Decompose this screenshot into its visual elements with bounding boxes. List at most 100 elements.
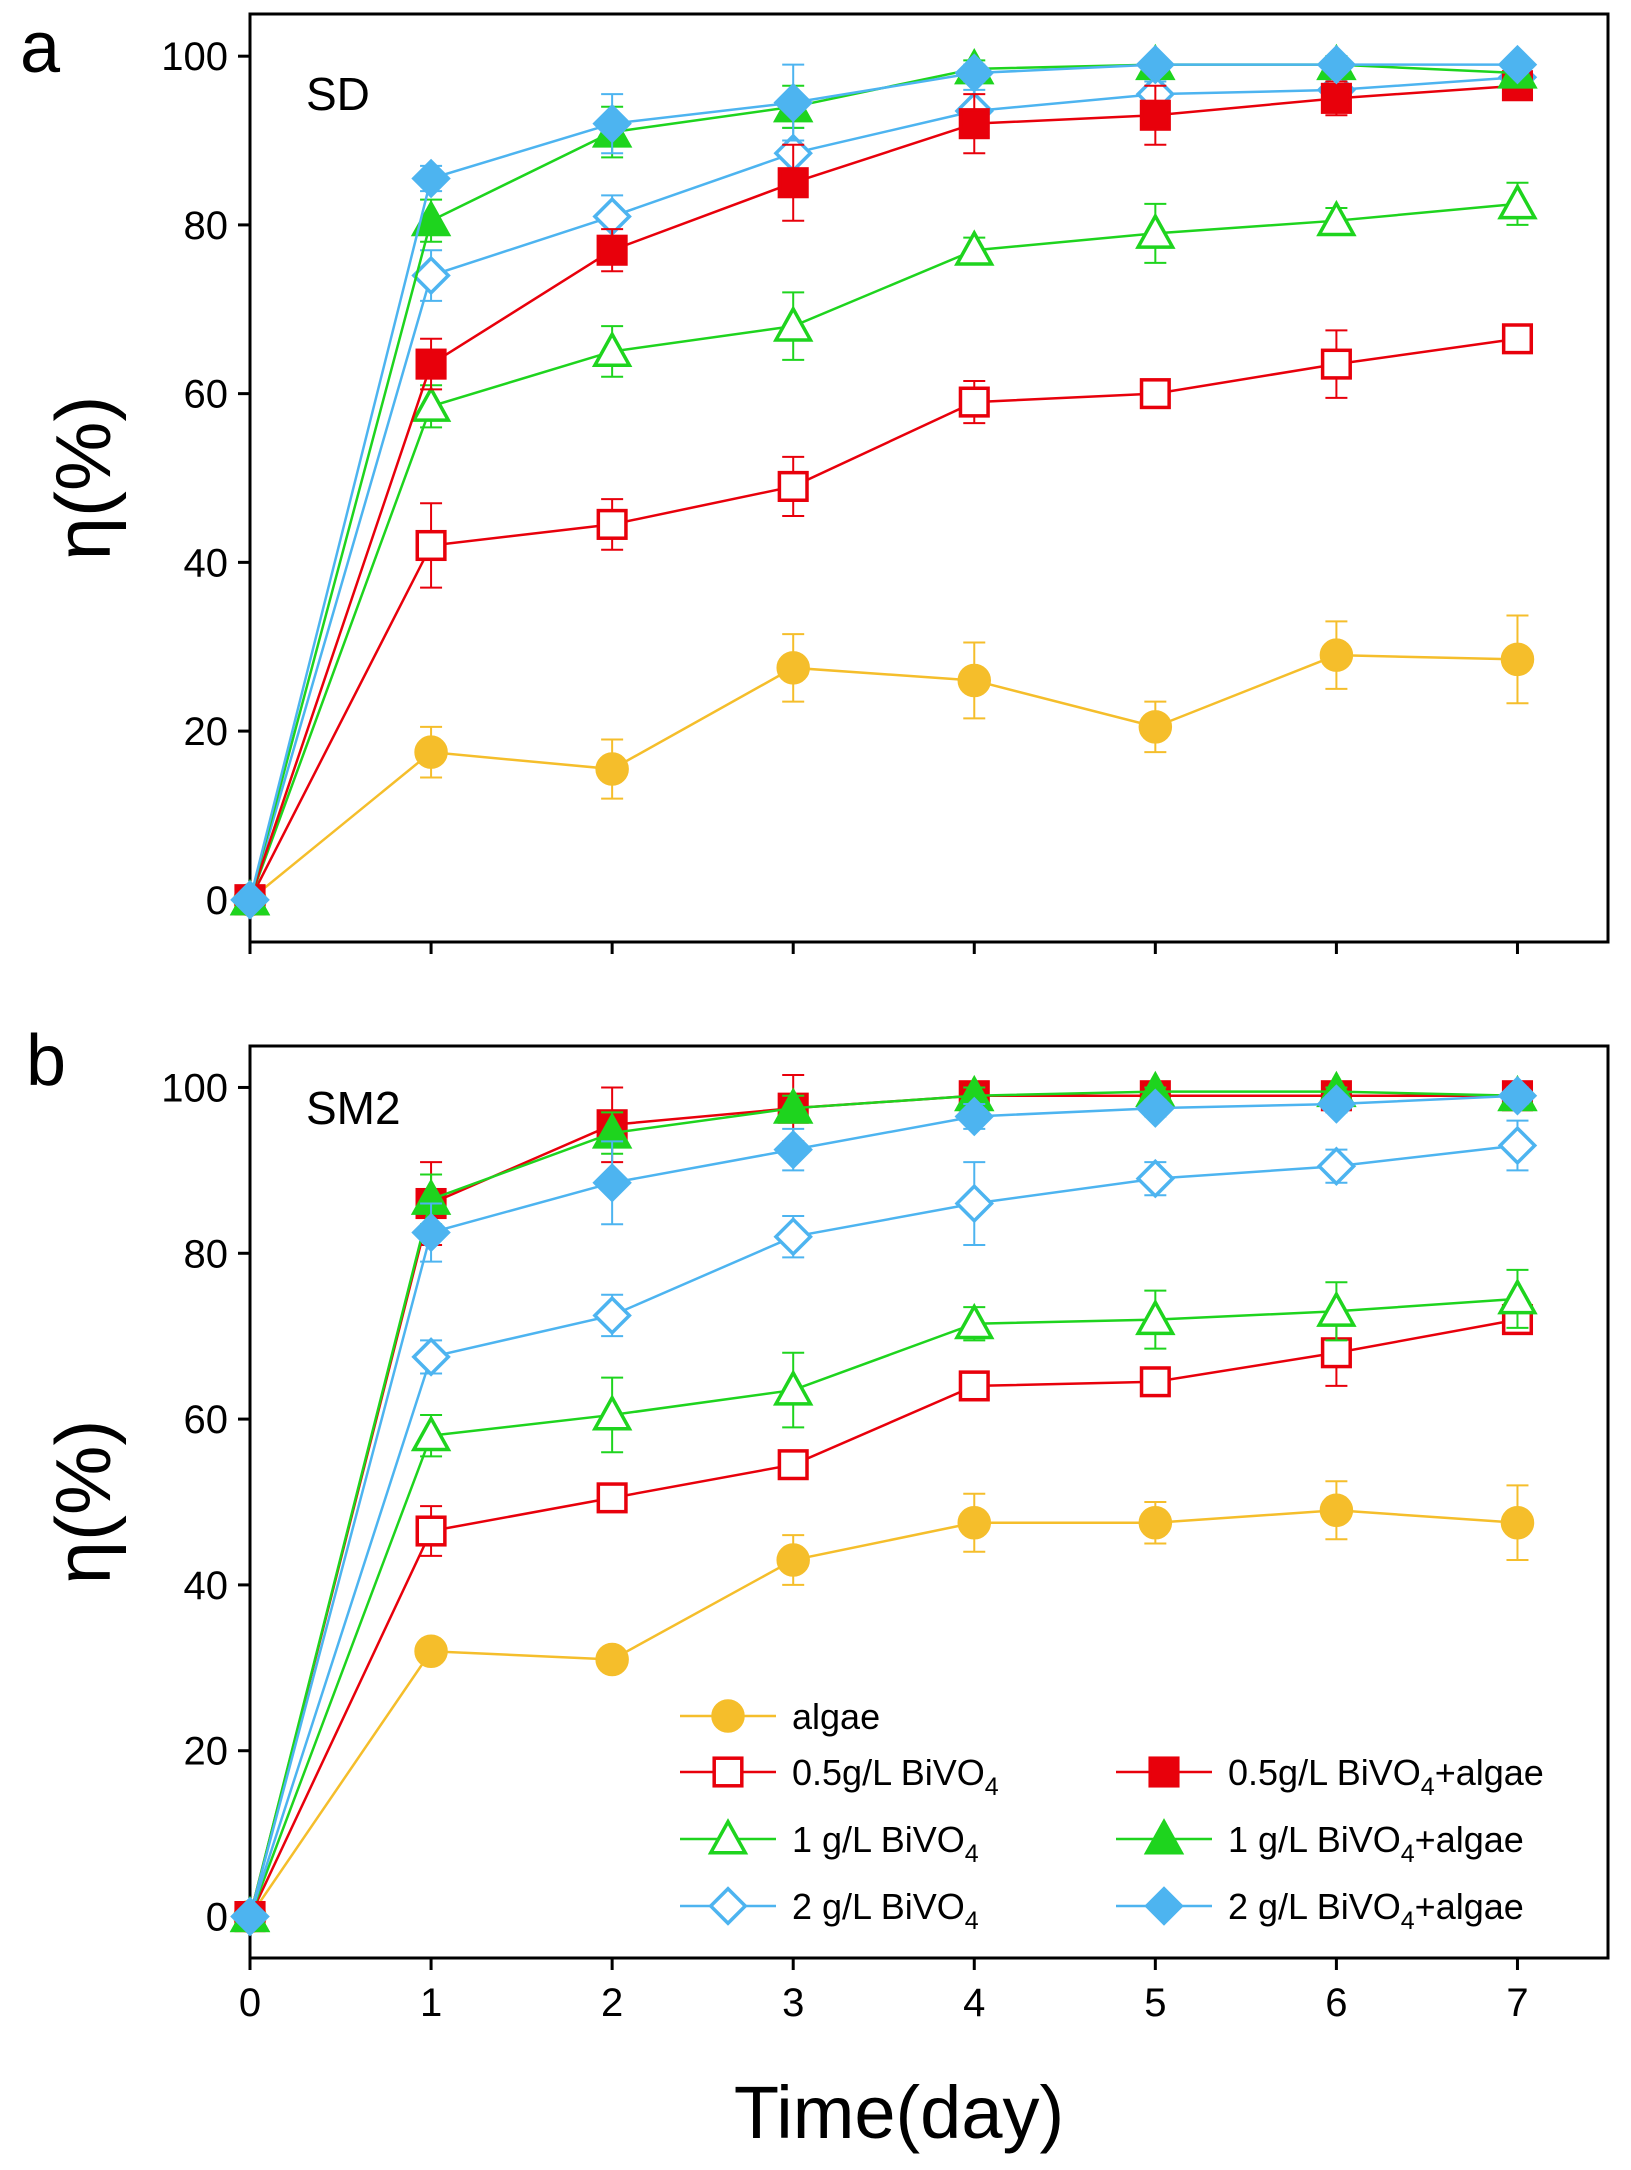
series-line [248,76,1518,901]
data-point [1501,323,1534,355]
legend-label: 1 g/L BiVO4+algae [1228,1819,1524,1868]
panel-letter: a [20,8,61,88]
data-point [954,1096,994,1137]
data-point [954,229,995,266]
data-point [1139,99,1171,131]
data-point [776,1543,810,1577]
data-point [773,1216,813,1257]
series-algae [233,614,1535,917]
legend-marker [707,1818,749,1855]
legend-entry-bivo2_algae: 2 g/L BiVO4+algae [1116,1886,1524,1935]
data-point [410,199,452,237]
data-point [1320,348,1352,380]
data-point [1497,182,1538,220]
data-point [772,305,814,342]
y-tick-label: 20 [184,710,229,754]
data-point [1135,1298,1176,1336]
series-algae [233,1480,1535,1934]
data-point [1135,44,1176,85]
x-tick-label: 0 [239,1981,261,2025]
data-point [415,1515,447,1547]
y-tick-label: 100 [161,1066,228,1110]
data-point [1138,710,1173,744]
data-point [1500,1505,1535,1540]
x-tick-label: 5 [1144,1981,1166,2025]
data-point [1319,1493,1354,1528]
series-line [248,84,1518,901]
data-point [595,1642,629,1677]
data-point [1497,1076,1538,1116]
data-point [1135,1158,1176,1199]
y-tick-label: 40 [184,541,229,585]
data-point [1135,1088,1176,1128]
legend-label: 1 g/L BiVO4 [792,1819,979,1868]
x-axis-label: Time(day) [734,2071,1064,2154]
series-line [248,202,1518,901]
y-tick-label: 0 [206,1896,228,1940]
legend-marker [711,1699,745,1733]
data-point [596,508,628,540]
data-point [958,386,990,418]
y-axis-label: η(%) [39,1420,127,1585]
series-line [248,1297,1518,1917]
data-point [596,1482,628,1514]
data-point [777,1449,809,1481]
panel-a: a SD 0 20 40 60 80 100 η(%) [20,8,1610,954]
data-point [958,108,990,140]
legend-label: 2 g/L BiVO4 [792,1886,979,1935]
series-line [248,1509,1518,1918]
series-line [248,1094,1518,1917]
plot-frame [248,1044,1610,1960]
x-tick-label: 1 [420,1981,442,2025]
data-point [414,735,448,769]
data-point [954,1302,995,1340]
series-line [248,63,1518,901]
data-point [957,663,992,698]
x-tick-label: 3 [782,1981,804,2025]
data-point [777,167,809,199]
data-point [592,1295,632,1336]
data-point [410,1414,452,1452]
y-tick-label: 20 [184,1730,229,1774]
y-tick-label: 80 [184,204,229,248]
data-point [957,1505,992,1540]
series-line [248,1090,1518,1917]
data-point [592,103,632,144]
series-line [248,63,1518,901]
data-point [411,1212,451,1253]
legend-entry-bivo1: 1 g/L BiVO4 [680,1818,979,1868]
data-point [1316,1290,1357,1327]
data-point [1138,1505,1173,1540]
data-point [230,1896,270,1937]
legend-marker [1148,1756,1180,1788]
y-tick-label: 60 [184,1398,229,1442]
data-point [776,651,810,685]
y-axis-label: η(%) [39,396,127,561]
data-point [772,1369,814,1406]
data-point [414,1634,448,1668]
legend-label: 2 g/L BiVO4+algae [1228,1886,1524,1935]
data-point [411,255,451,296]
data-point [954,53,994,93]
data-point [777,470,809,502]
legend-label: 0.5g/L BiVO4 [792,1752,999,1801]
legend-marker [1143,1818,1185,1855]
data-point [1319,638,1354,672]
series-line [248,1144,1518,1917]
data-point [411,1337,451,1377]
legend-entry-bivo2: 2 g/L BiVO4 [680,1886,979,1935]
series-bivo05 [234,323,1534,916]
panel-title: SD [306,68,370,120]
legend-marker [1144,1886,1184,1926]
data-point [773,1129,813,1170]
panel-title: SM2 [306,1082,401,1134]
data-point [1320,1337,1352,1369]
data-point [591,330,633,368]
data-point [595,752,629,786]
data-point [1497,1278,1538,1315]
data-point [415,529,447,562]
data-point [773,82,813,123]
data-point [1316,1146,1357,1186]
data-point [954,1183,994,1224]
